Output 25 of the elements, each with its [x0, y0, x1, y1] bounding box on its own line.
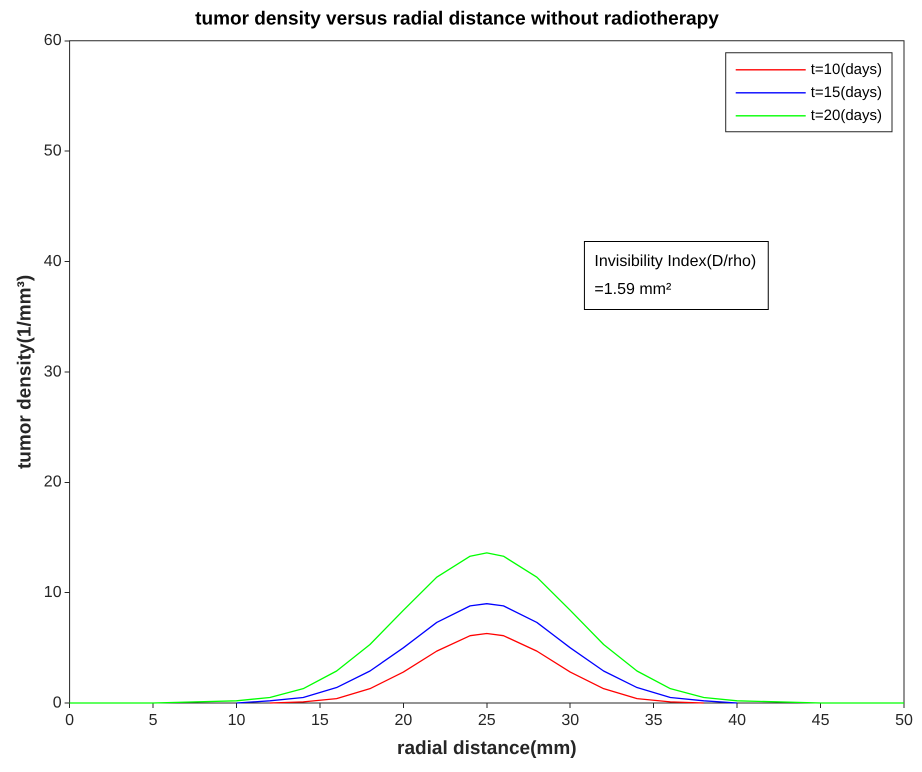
x-tick-label: 15 — [311, 712, 329, 730]
x-tick-label: 35 — [644, 712, 663, 730]
y-tick-label: 40 — [44, 252, 62, 270]
y-axis-title: tumor density(1/mm³) — [14, 274, 36, 470]
x-tick-label: 25 — [478, 712, 496, 730]
legend-label: t=15(days) — [810, 84, 882, 101]
x-tick-label: 10 — [228, 712, 246, 730]
x-tick-label: 0 — [65, 712, 74, 730]
y-tick-label: 30 — [44, 363, 62, 380]
x-tick-label: 40 — [728, 712, 746, 730]
annotation: Invisibility Index(D/rho) =1.59 mm² — [594, 252, 756, 298]
y-tick-label: 20 — [44, 474, 62, 491]
legend-label: t=20(days) — [810, 106, 882, 124]
x-tick-label: 20 — [394, 712, 412, 730]
y-tick-label: 10 — [44, 584, 62, 602]
x-tick-label: 30 — [561, 712, 580, 730]
x-axis-title: radial distance(mm) — [397, 738, 577, 759]
y-tick-label: 60 — [44, 32, 62, 50]
legend-label: t=10(days) — [810, 60, 882, 78]
y-tick-label: 50 — [44, 142, 62, 160]
x-tick-label: 5 — [148, 712, 158, 730]
x-tick-label: 45 — [812, 712, 830, 730]
x-tick-label: 50 — [895, 712, 913, 730]
y-tick-label: 0 — [52, 694, 62, 712]
chart-title: tumor density versus radial distance without radiotherapy — [195, 8, 720, 30]
